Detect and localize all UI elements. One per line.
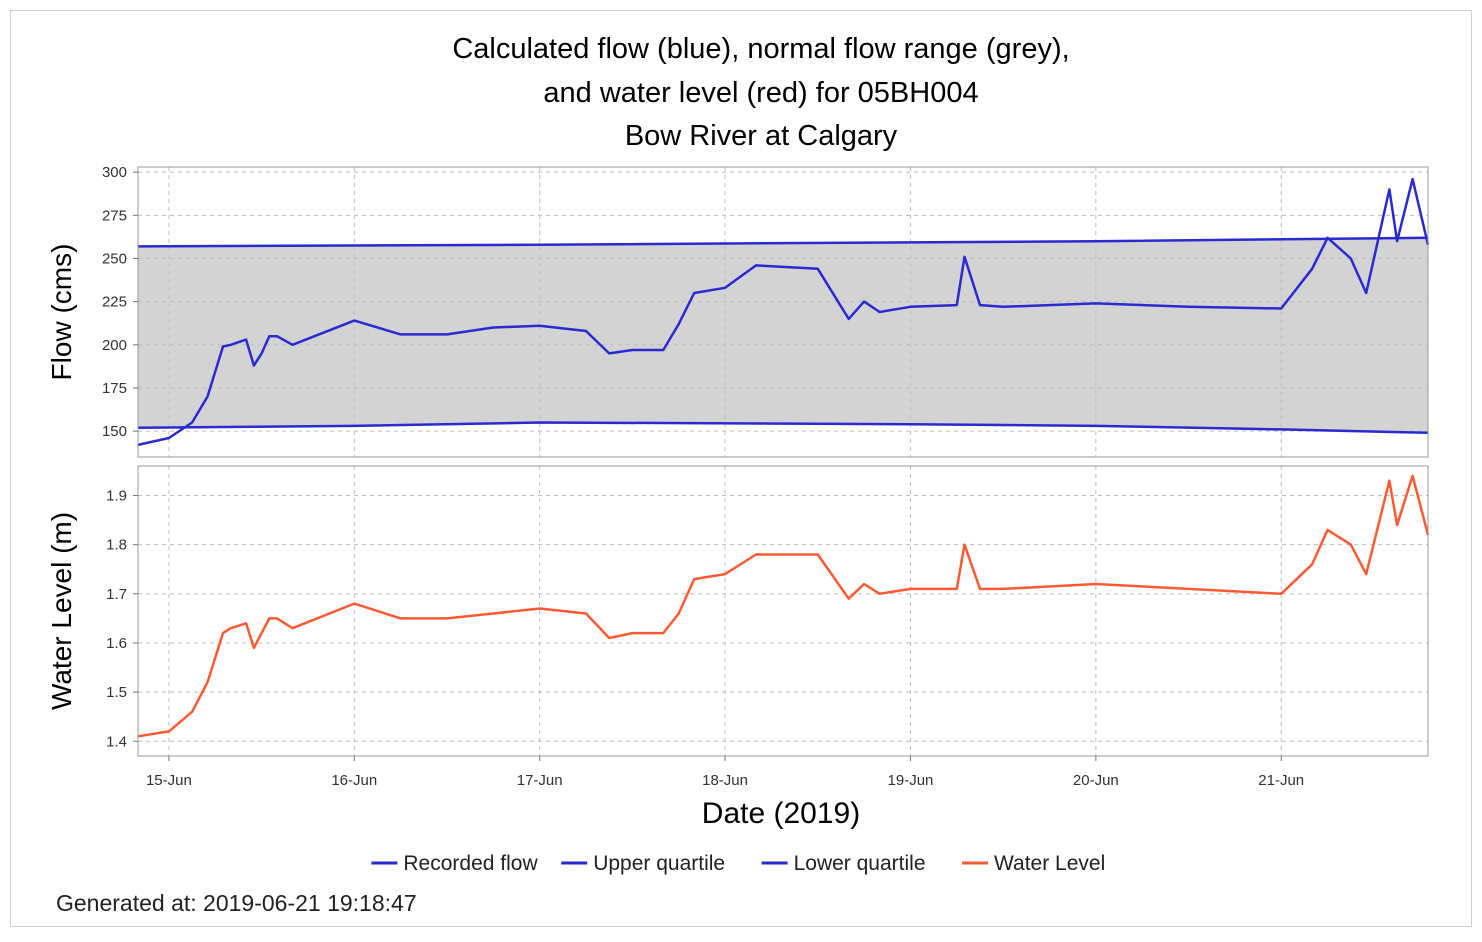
x-tick-label: 18-Jun bbox=[702, 772, 748, 789]
water-level-gridlines bbox=[138, 466, 1428, 756]
water-level-y-tick-label: 1.4 bbox=[106, 733, 127, 750]
flow-panel: 150 175 200 225 250 275 300 Flow (cms) bbox=[46, 164, 1430, 458]
chart-title: Calculated flow (blue), normal flow rang… bbox=[452, 33, 1069, 152]
legend-item-upper-quartile: Upper quartile bbox=[561, 852, 725, 875]
water-level-y-ticks: 1.4 1.5 1.6 1.7 1.8 1.9 bbox=[106, 487, 138, 750]
water-level-plot-border bbox=[137, 465, 1429, 757]
title-line-1: Calculated flow (blue), normal flow rang… bbox=[452, 33, 1069, 65]
flow-y-tick-label: 200 bbox=[102, 337, 127, 354]
x-tick-label: 19-Jun bbox=[888, 772, 934, 789]
water-level-y-tick-label: 1.5 bbox=[106, 684, 127, 701]
x-tick-label: 15-Jun bbox=[146, 772, 192, 789]
flow-y-tick-label: 275 bbox=[102, 207, 127, 224]
x-tick-label: 17-Jun bbox=[517, 772, 563, 789]
title-line-2: and water level (red) for 05BH004 bbox=[543, 77, 978, 109]
legend-item-recorded-flow: Recorded flow bbox=[371, 852, 538, 875]
water-level-y-tick-label: 1.7 bbox=[106, 586, 127, 603]
x-tick-label: 21-Jun bbox=[1258, 772, 1304, 789]
normal-flow-range-band bbox=[138, 237, 1428, 433]
upper-quartile-line bbox=[137, 236, 1429, 248]
chart-frame: Calculated flow (blue), normal flow rang… bbox=[10, 10, 1472, 927]
x-ticks: 15-Jun 16-Jun 17-Jun 18-Jun 19-Jun 20-Jun 21-J… bbox=[146, 756, 1304, 789]
flow-gridlines bbox=[138, 167, 1428, 457]
legend-item-lower-quartile: Lower quartile bbox=[761, 852, 926, 875]
water-level-plot-area bbox=[138, 466, 1428, 756]
legend: Recorded flow Upper quartile Lower quartil… bbox=[371, 852, 1105, 875]
title-line-3: Bow River at Calgary bbox=[625, 120, 898, 152]
water-level-y-tick-label: 1.8 bbox=[106, 537, 127, 554]
flow-y-axis-title: Flow (cms) bbox=[46, 244, 77, 381]
lower-quartile-line bbox=[137, 421, 1429, 435]
generated-timestamp: Generated at: 2019-06-21 19:18:47 bbox=[56, 890, 417, 916]
flow-y-tick-label: 175 bbox=[102, 380, 127, 397]
flow-series-lines bbox=[137, 177, 1430, 447]
legend-item-water-level: Water Level bbox=[962, 852, 1105, 875]
recorded-flow-line bbox=[137, 177, 1430, 447]
water-level-line bbox=[137, 474, 1430, 738]
flow-y-tick-label: 150 bbox=[102, 423, 127, 440]
water-level-y-tick-label: 1.6 bbox=[106, 635, 127, 652]
legend-label: Water Level bbox=[994, 852, 1105, 875]
water-level-y-axis-title: Water Level (m) bbox=[46, 512, 77, 710]
legend-label: Lower quartile bbox=[794, 852, 926, 875]
water-level-series-lines bbox=[137, 474, 1430, 738]
legend-label: Recorded flow bbox=[403, 852, 538, 875]
flow-y-tick-label: 225 bbox=[102, 294, 127, 311]
flow-plot-border bbox=[137, 166, 1429, 458]
x-tick-label: 20-Jun bbox=[1073, 772, 1119, 789]
water-level-y-tick-label: 1.9 bbox=[106, 487, 127, 504]
x-tick-label: 16-Jun bbox=[331, 772, 377, 789]
water-level-panel: 1.4 1.5 1.6 1.7 1.8 1.9 Water Level (m) bbox=[46, 465, 1430, 757]
flow-y-ticks: 150 175 200 225 250 275 300 bbox=[102, 164, 138, 440]
x-axis-title: Date (2019) bbox=[702, 797, 860, 830]
flow-y-tick-label: 250 bbox=[102, 250, 127, 267]
flow-y-tick-label: 300 bbox=[102, 164, 127, 181]
legend-label: Upper quartile bbox=[593, 852, 725, 875]
flow-waterlevel-chart: Calculated flow (blue), normal flow rang… bbox=[46, 33, 1430, 916]
